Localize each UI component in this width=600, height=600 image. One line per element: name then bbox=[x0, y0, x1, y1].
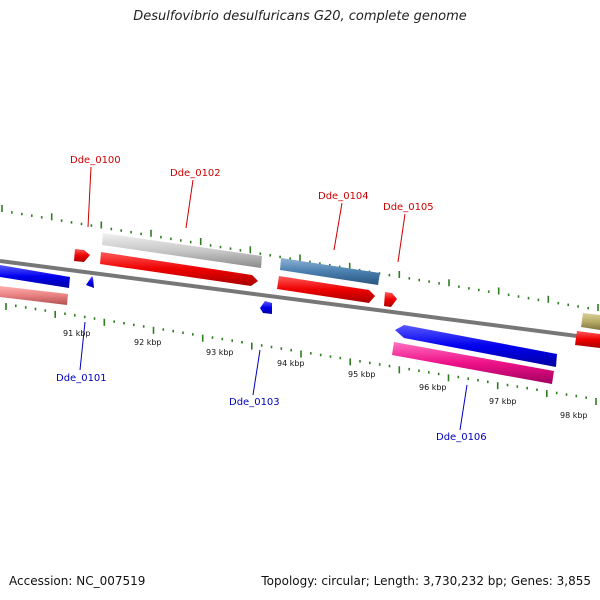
callout-line-dde-0104 bbox=[333, 202, 343, 251]
gene-arrow-dde-0100[interactable] bbox=[74, 249, 90, 262]
kbp-label-96: 96 kbp bbox=[419, 383, 447, 392]
gene-arrow-dde-0101[interactable] bbox=[86, 276, 94, 288]
kbp-label-93: 93 kbp bbox=[206, 348, 234, 357]
callout-line-dde-0101 bbox=[79, 321, 86, 371]
gene-arrow-dde-0106[interactable] bbox=[395, 325, 557, 367]
gene-arrow-dde-0102-gray[interactable] bbox=[102, 233, 262, 268]
gene-label-dde-0106: Dde_0106 bbox=[436, 432, 487, 443]
gene-arrow-dde-0104[interactable] bbox=[277, 276, 375, 303]
gene-arrow-salmon-reverse[interactable] bbox=[0, 286, 68, 305]
gene-label-dde-0100: Dde_0100 bbox=[70, 155, 121, 166]
gene-arrow-dde-0099-reverse[interactable] bbox=[0, 265, 70, 288]
gene-arrow-dde-0104-steel[interactable] bbox=[280, 258, 380, 285]
gene-label-dde-0103: Dde_0103 bbox=[229, 397, 280, 408]
kbp-label-92: 92 kbp bbox=[134, 338, 162, 347]
gene-label-dde-0105: Dde_0105 bbox=[383, 202, 434, 213]
callout-line-dde-0103 bbox=[252, 349, 261, 396]
gene-label-dde-0101: Dde_0101 bbox=[56, 373, 107, 384]
gene-label-dde-0104: Dde_0104 bbox=[318, 191, 369, 202]
kbp-label-94: 94 kbp bbox=[277, 359, 305, 368]
gene-arrow-dde-0102[interactable] bbox=[100, 252, 258, 286]
accession-text: Accession: NC_007519 bbox=[9, 574, 146, 588]
lower-tick-row bbox=[5, 303, 597, 405]
gene-arrow-pink-reverse[interactable] bbox=[392, 342, 554, 384]
kbp-label-97: 97 kbp bbox=[489, 397, 517, 406]
kbp-label-91: 91 kbp bbox=[63, 329, 91, 338]
callout-line-dde-0105 bbox=[397, 213, 406, 263]
upper-tick-row bbox=[1, 205, 599, 311]
callout-line-dde-0102 bbox=[185, 179, 194, 229]
gene-arrow-dde-0103[interactable] bbox=[260, 301, 272, 314]
gene-arrow-dde-0105[interactable] bbox=[384, 292, 397, 307]
genome-title: Desulfovibrio desulfuricans G20, complet… bbox=[133, 9, 467, 24]
callout-line-dde-0100 bbox=[87, 166, 92, 228]
genome-backbone bbox=[0, 259, 600, 341]
gene-label-dde-0102: Dde_0102 bbox=[170, 168, 221, 179]
gene-arrow-olive-forward[interactable] bbox=[581, 313, 600, 330]
callout-line-dde-0106 bbox=[459, 384, 468, 431]
kbp-label-95: 95 kbp bbox=[348, 370, 376, 379]
topology-summary-text: Topology: circular; Length: 3,730,232 bp… bbox=[261, 574, 591, 588]
gene-arrow-red-forward-edge[interactable] bbox=[575, 331, 600, 348]
kbp-label-98: 98 kbp bbox=[560, 411, 588, 420]
